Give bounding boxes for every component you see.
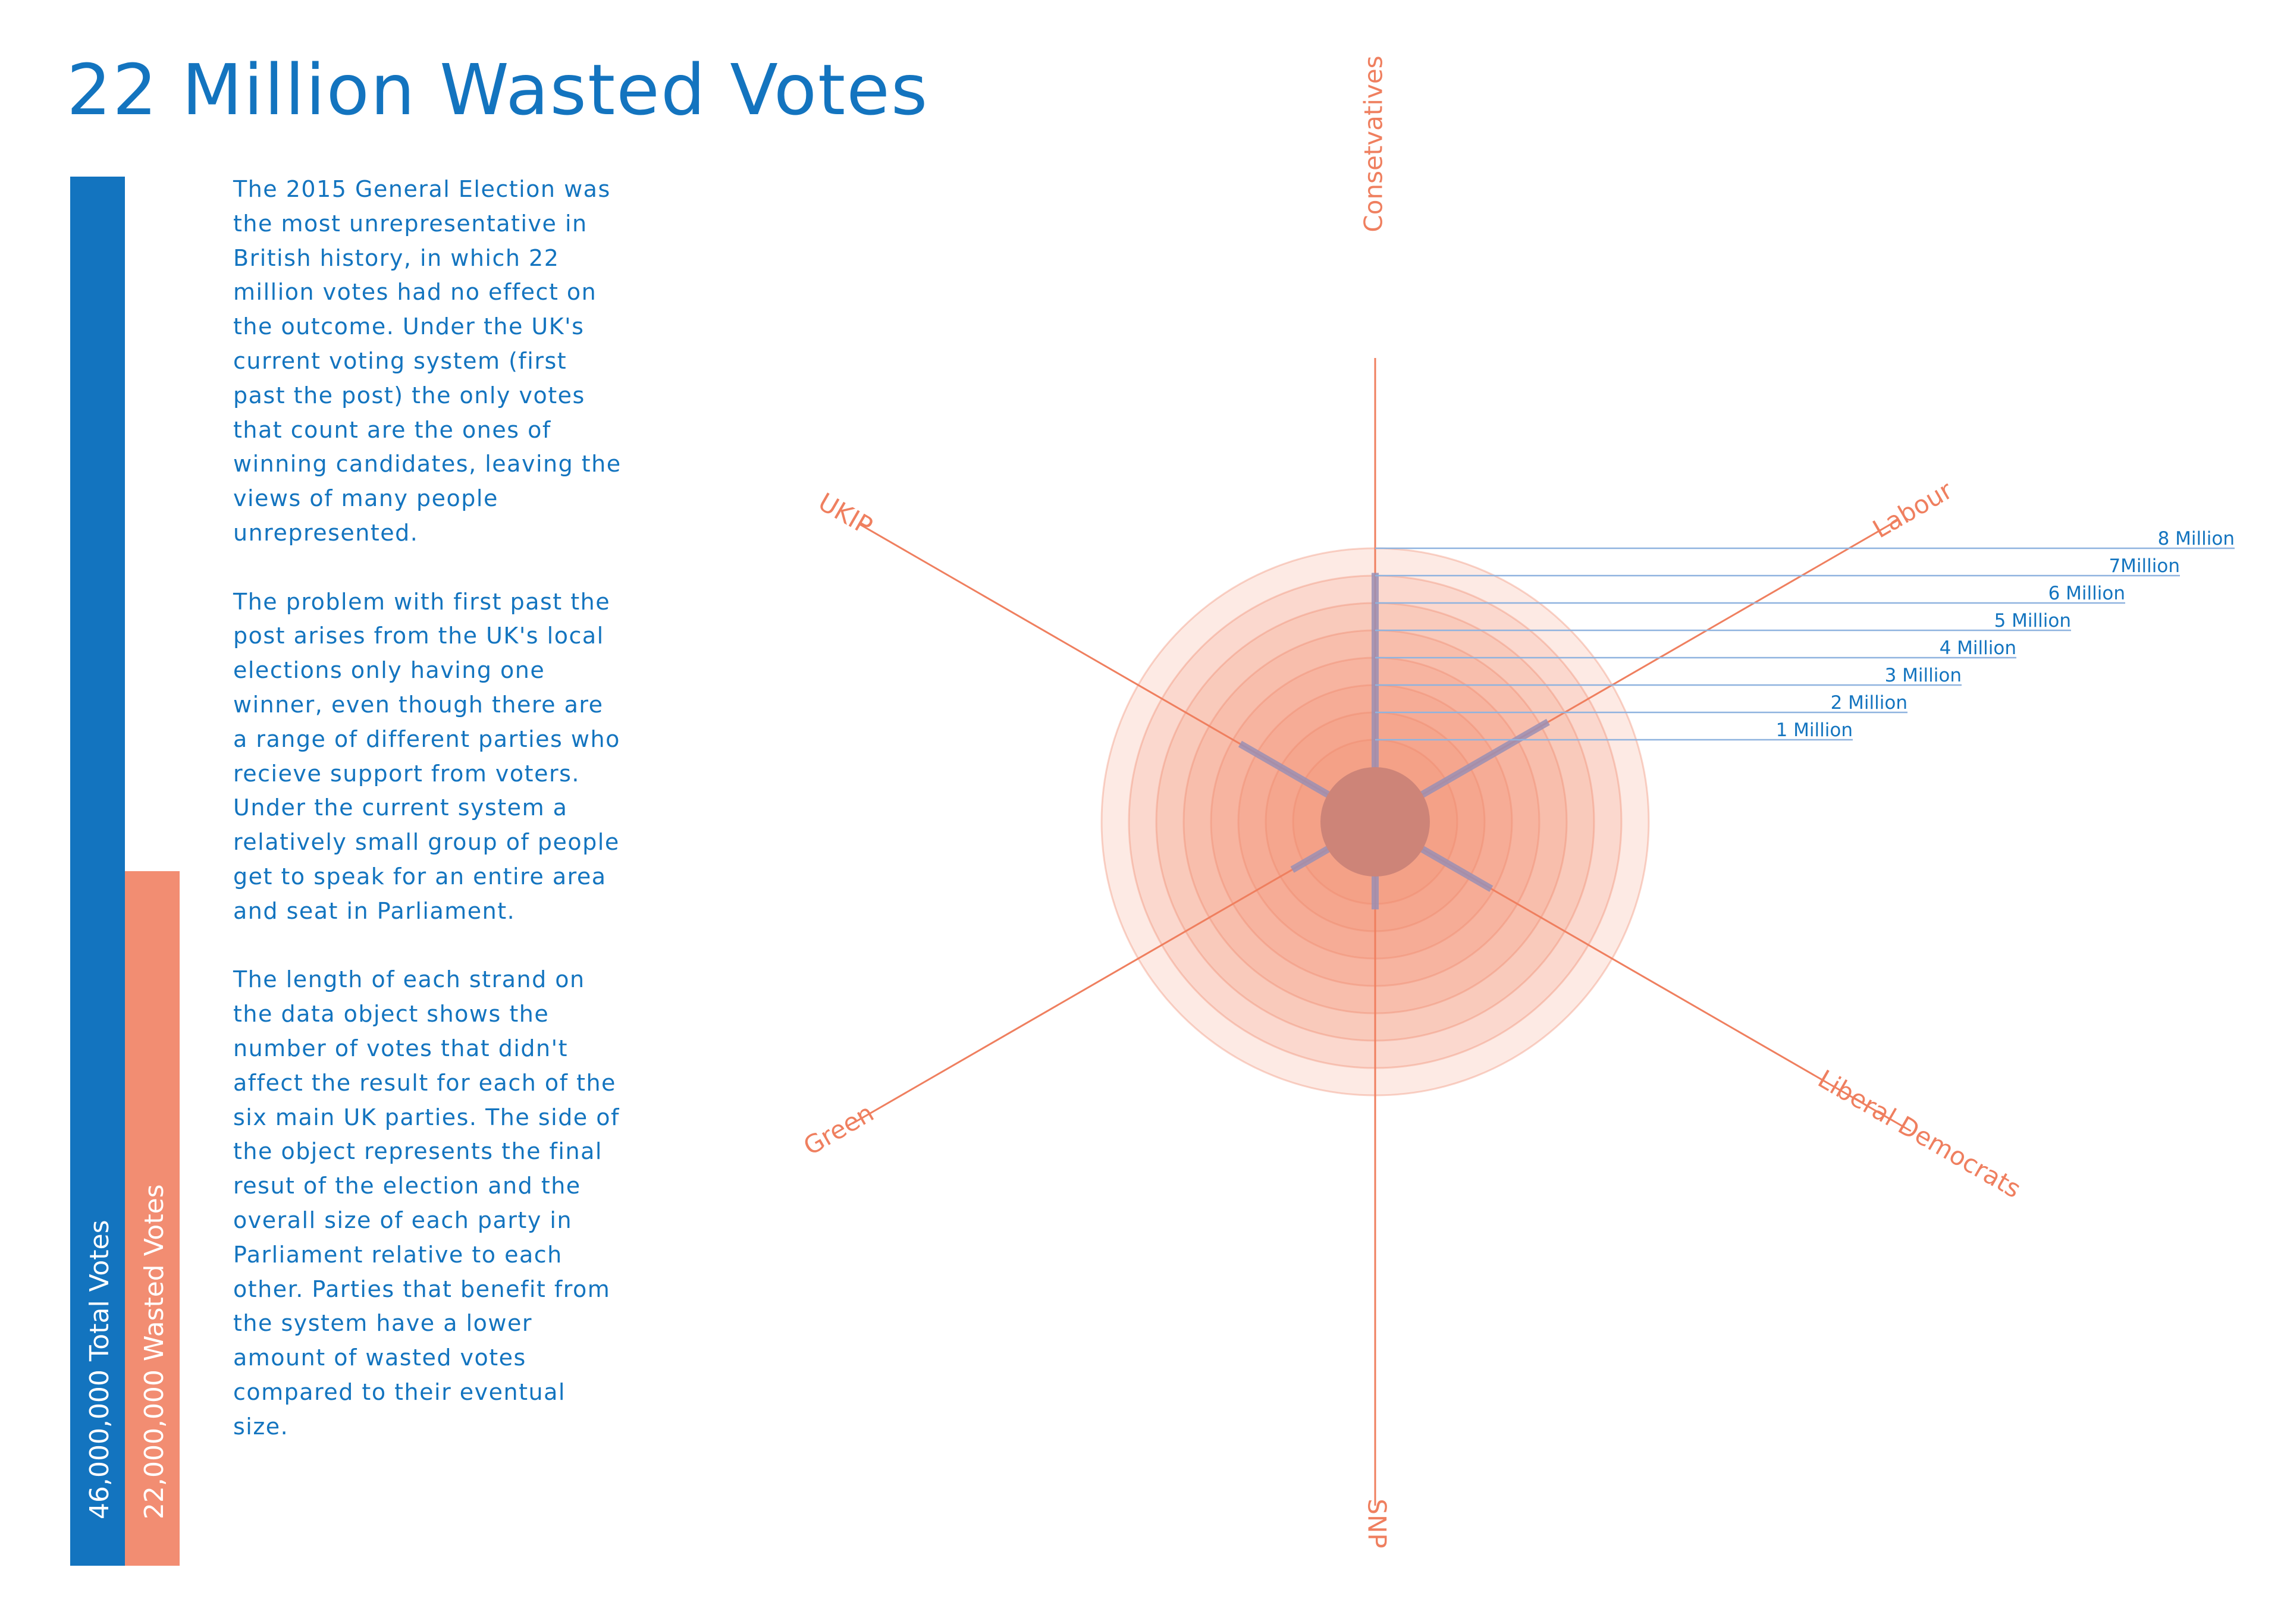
scale-label: 5 Million: [1994, 610, 2071, 632]
description-paragraph: The problem with first past the post ari…: [233, 588, 620, 924]
description-paragraph: The 2015 General Election was the most u…: [233, 176, 622, 546]
scale-label: 7Million: [2109, 555, 2180, 577]
scale-label: 3 Million: [1885, 665, 1962, 686]
party-axis: [852, 821, 1376, 1124]
description-paragraph: The length of each strand on the data ob…: [233, 966, 620, 1440]
party-label: Liberal Democrats: [1813, 1064, 2026, 1204]
party-label: Green: [799, 1098, 879, 1161]
scale-label: 2 Million: [1831, 692, 1907, 714]
party-label: SNP: [1363, 1499, 1392, 1548]
scale-label: 6 Million: [2048, 583, 2125, 604]
total-votes-bar: [70, 177, 125, 1566]
party-label: UKIP: [814, 487, 878, 541]
party-label: Consetvatives: [1359, 55, 1388, 232]
core-layer: [1320, 767, 1430, 877]
chart-core: [1320, 767, 1430, 877]
scale-label: 1 Million: [1776, 720, 1853, 741]
party-label: Labour: [1868, 475, 1957, 544]
scale-layer: 1 Million 2 Million 3 Million 4 Million 5 Mi…: [1375, 528, 2235, 741]
scale-label: 4 Million: [1940, 637, 2016, 659]
page-title: 22 Million Wasted Votes: [67, 49, 929, 131]
scale-label: 8 Million: [2158, 528, 2235, 549]
wasted-votes-bar: [125, 871, 180, 1566]
description-text: The 2015 General Election was the most u…: [233, 172, 626, 1478]
